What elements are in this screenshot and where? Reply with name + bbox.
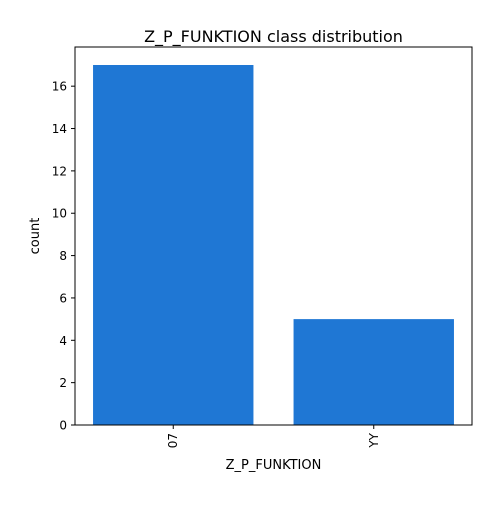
bar-07 xyxy=(93,65,254,425)
plot-frame xyxy=(74,46,473,426)
y-axis-label: count xyxy=(28,218,43,255)
chart-title: Z_P_FUNKTION class distribution xyxy=(144,27,403,47)
y-tick-label: 4 xyxy=(59,334,67,348)
bars-layer xyxy=(93,65,454,425)
y-tick-label: 12 xyxy=(52,164,67,178)
y-axis: 0 2 4 6 8 10 12 14 16 xyxy=(52,80,75,433)
y-tick-label: 2 xyxy=(59,376,67,390)
y-tick-label: 14 xyxy=(52,122,67,136)
y-tick-label: 16 xyxy=(52,80,67,94)
y-tick-label: 10 xyxy=(52,207,67,221)
x-tick-label: YY xyxy=(367,432,381,448)
y-tick-label: 8 xyxy=(59,249,67,263)
y-tick-label: 6 xyxy=(59,291,67,305)
bar-yy xyxy=(293,319,454,425)
x-axis: 07 YY xyxy=(166,425,381,449)
x-tick-label: 07 xyxy=(166,433,180,448)
x-axis-label: Z_P_FUNKTION xyxy=(226,458,322,473)
y-tick-label: 0 xyxy=(59,419,67,433)
